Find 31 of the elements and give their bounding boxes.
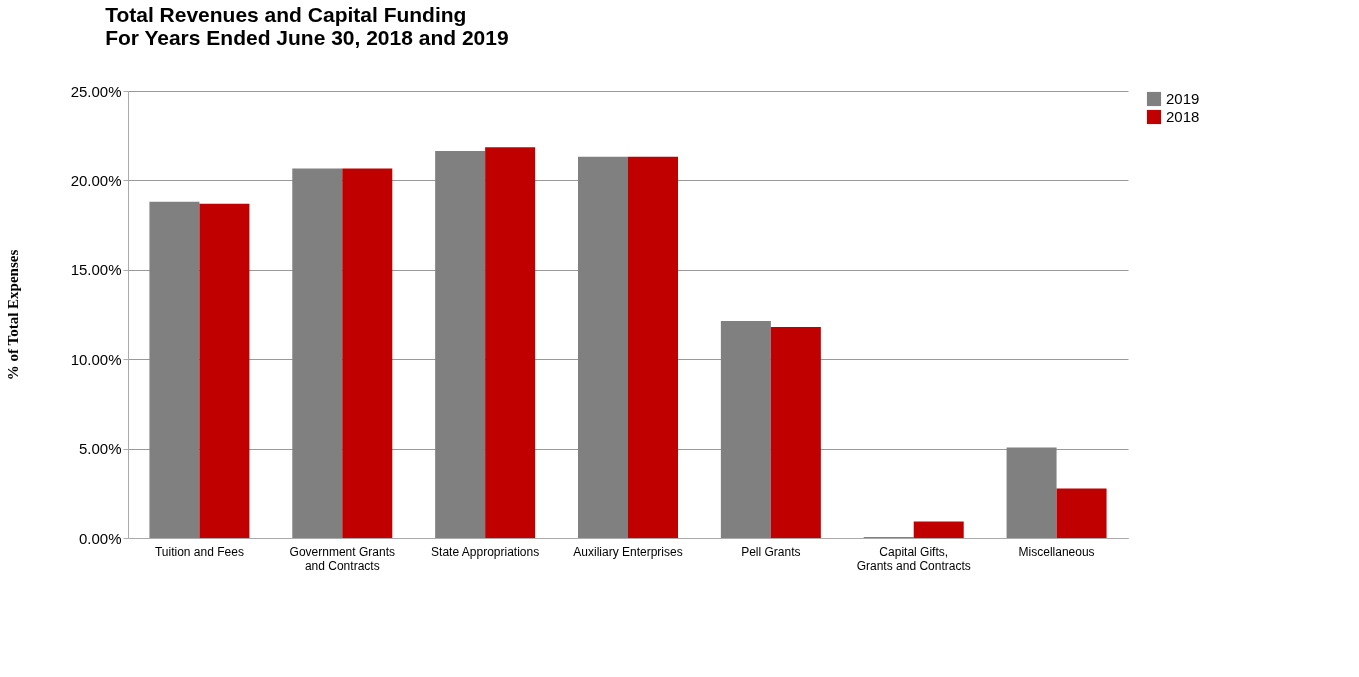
bar xyxy=(485,147,536,538)
y-tick-label: 15.00% xyxy=(70,261,122,279)
bar xyxy=(770,327,821,538)
bar xyxy=(628,156,678,538)
bar xyxy=(199,203,250,538)
bar xyxy=(292,168,343,538)
y-tick-label: 5.00% xyxy=(78,440,122,458)
x-tick-label: Capital Gifts, Grants and Contracts xyxy=(856,544,971,573)
text: Total Revenues and Capital Funding xyxy=(105,3,467,26)
x-tick-label: Miscellaneous xyxy=(1018,544,1095,559)
legend-label: 2019 xyxy=(1166,90,1200,107)
y-tick-label: 25.00% xyxy=(70,82,122,100)
bar xyxy=(578,156,628,538)
x-tick-label: State Appropriations xyxy=(431,544,540,559)
bar xyxy=(720,321,771,538)
y-tick-label: 0.00% xyxy=(78,529,122,547)
x-tick-label: Tuition and Fees xyxy=(154,544,244,559)
x-tick-label: Auxiliary Enterprises xyxy=(573,544,683,559)
legend-label: 2018 xyxy=(1166,108,1200,125)
text: For Years Ended June 30, 2018 and 2019 xyxy=(105,26,509,49)
bar xyxy=(1006,447,1057,538)
bar xyxy=(342,168,393,538)
x-tick-label: Pell Grants xyxy=(741,544,801,559)
bar xyxy=(913,521,964,538)
bar xyxy=(149,201,200,538)
y-tick-label: 10.00% xyxy=(70,350,122,368)
y-axis-title: % of Total Expenses xyxy=(4,249,21,381)
x-tick-label: Government Grants and Contracts xyxy=(289,544,395,573)
bar xyxy=(435,151,486,538)
y-tick-label: 20.00% xyxy=(70,171,122,189)
bar xyxy=(1056,488,1107,538)
